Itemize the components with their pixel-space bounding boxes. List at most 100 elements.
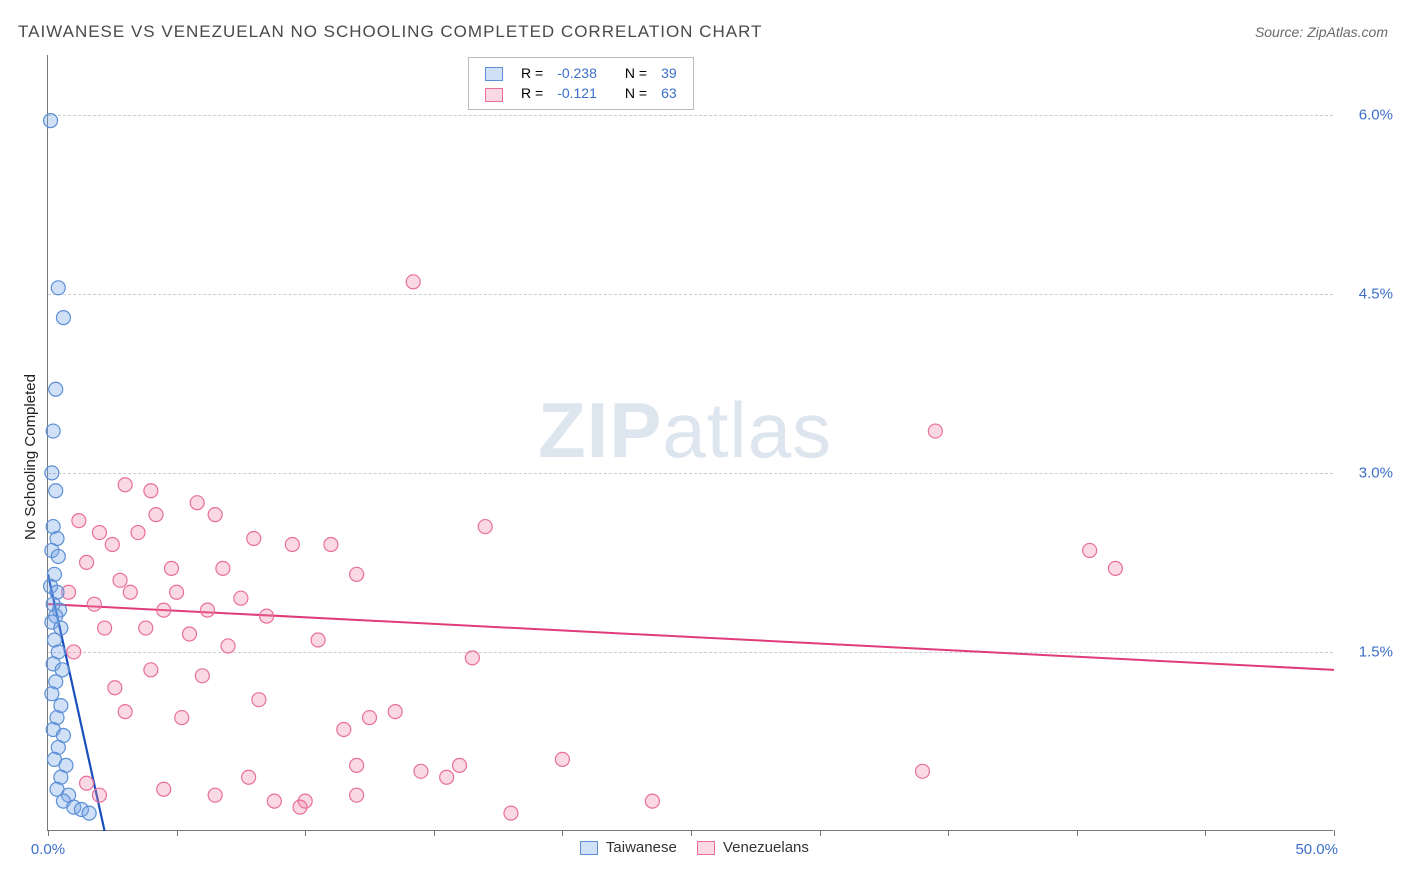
point-venezuelans [311,633,325,647]
trend-line-venezuelans [48,604,1334,670]
chart-plot-area: ZIPatlas R =-0.238N =39R =-0.121N =63 1.… [47,55,1333,831]
x-tick [1077,830,1078,836]
legend-row-taiwanese: R =-0.238 N =39 [479,64,683,82]
series-legend: Taiwanese Venezuelans [570,839,819,856]
y-tick-label: 6.0% [1338,106,1393,123]
legend-item-venezuelans: Venezuelans [697,839,809,856]
x-tick-label: 50.0% [1283,841,1338,858]
point-venezuelans [92,526,106,540]
point-venezuelans [504,806,518,820]
legend-label: Venezuelans [723,839,809,856]
point-venezuelans [195,669,209,683]
point-venezuelans [175,711,189,725]
point-taiwanese [45,687,59,701]
point-venezuelans [67,645,81,659]
x-tick-label: 0.0% [31,841,65,858]
r-value: -0.238 [551,64,603,82]
point-venezuelans [72,514,86,528]
point-venezuelans [92,788,106,802]
x-tick [562,830,563,836]
point-venezuelans [293,800,307,814]
point-venezuelans [139,621,153,635]
point-venezuelans [350,758,364,772]
legend-swatch [485,88,503,102]
scatter-svg [48,55,1334,831]
n-value: 39 [655,64,683,82]
point-venezuelans [105,537,119,551]
point-venezuelans [190,496,204,510]
y-tick-label: 1.5% [1338,643,1393,660]
point-venezuelans [216,561,230,575]
correlation-legend: R =-0.238 N =39R =-0.121 N =63 [468,57,694,110]
point-venezuelans [149,508,163,522]
y-tick-label: 4.5% [1338,285,1393,302]
n-label: N = [619,84,653,102]
x-tick [820,830,821,836]
point-venezuelans [337,723,351,737]
point-venezuelans [170,585,184,599]
point-venezuelans [164,561,178,575]
point-venezuelans [98,621,112,635]
n-value: 63 [655,84,683,102]
point-venezuelans [414,764,428,778]
point-venezuelans [1108,561,1122,575]
point-venezuelans [108,681,122,695]
r-label: R = [515,64,549,82]
legend-item-taiwanese: Taiwanese [580,839,677,856]
y-axis-label: No Schooling Completed [22,374,39,540]
point-venezuelans [350,788,364,802]
point-taiwanese [82,806,96,820]
x-tick [434,830,435,836]
point-taiwanese [45,466,59,480]
point-venezuelans [1083,543,1097,557]
point-venezuelans [118,478,132,492]
point-taiwanese [46,424,60,438]
legend-swatch [580,841,598,855]
point-venezuelans [118,705,132,719]
n-label: N = [619,64,653,82]
point-venezuelans [80,776,94,790]
point-venezuelans [555,752,569,766]
point-venezuelans [113,573,127,587]
point-taiwanese [44,114,58,128]
point-venezuelans [285,537,299,551]
point-venezuelans [157,782,171,796]
point-venezuelans [234,591,248,605]
point-venezuelans [157,603,171,617]
x-tick [305,830,306,836]
legend-row-venezuelans: R =-0.121N =63 [479,84,683,102]
x-tick [48,830,49,836]
r-value: -0.121 [551,84,603,102]
point-taiwanese [51,281,65,295]
point-venezuelans [324,537,338,551]
point-venezuelans [406,275,420,289]
legend-swatch [697,841,715,855]
x-tick [691,830,692,836]
point-venezuelans [80,555,94,569]
point-venezuelans [478,520,492,534]
point-venezuelans [208,508,222,522]
point-taiwanese [49,484,63,498]
point-venezuelans [453,758,467,772]
point-venezuelans [465,651,479,665]
point-venezuelans [260,609,274,623]
point-venezuelans [440,770,454,784]
x-tick [1334,830,1335,836]
point-venezuelans [350,567,364,581]
x-tick [177,830,178,836]
point-taiwanese [51,549,65,563]
point-taiwanese [56,311,70,325]
point-venezuelans [267,794,281,808]
point-venezuelans [252,693,266,707]
point-taiwanese [49,382,63,396]
point-venezuelans [144,484,158,498]
legend-label: Taiwanese [606,839,677,856]
point-venezuelans [208,788,222,802]
point-venezuelans [182,627,196,641]
source-label: Source: ZipAtlas.com [1255,24,1388,40]
x-tick [948,830,949,836]
point-venezuelans [200,603,214,617]
point-venezuelans [247,532,261,546]
point-venezuelans [144,663,158,677]
point-venezuelans [388,705,402,719]
